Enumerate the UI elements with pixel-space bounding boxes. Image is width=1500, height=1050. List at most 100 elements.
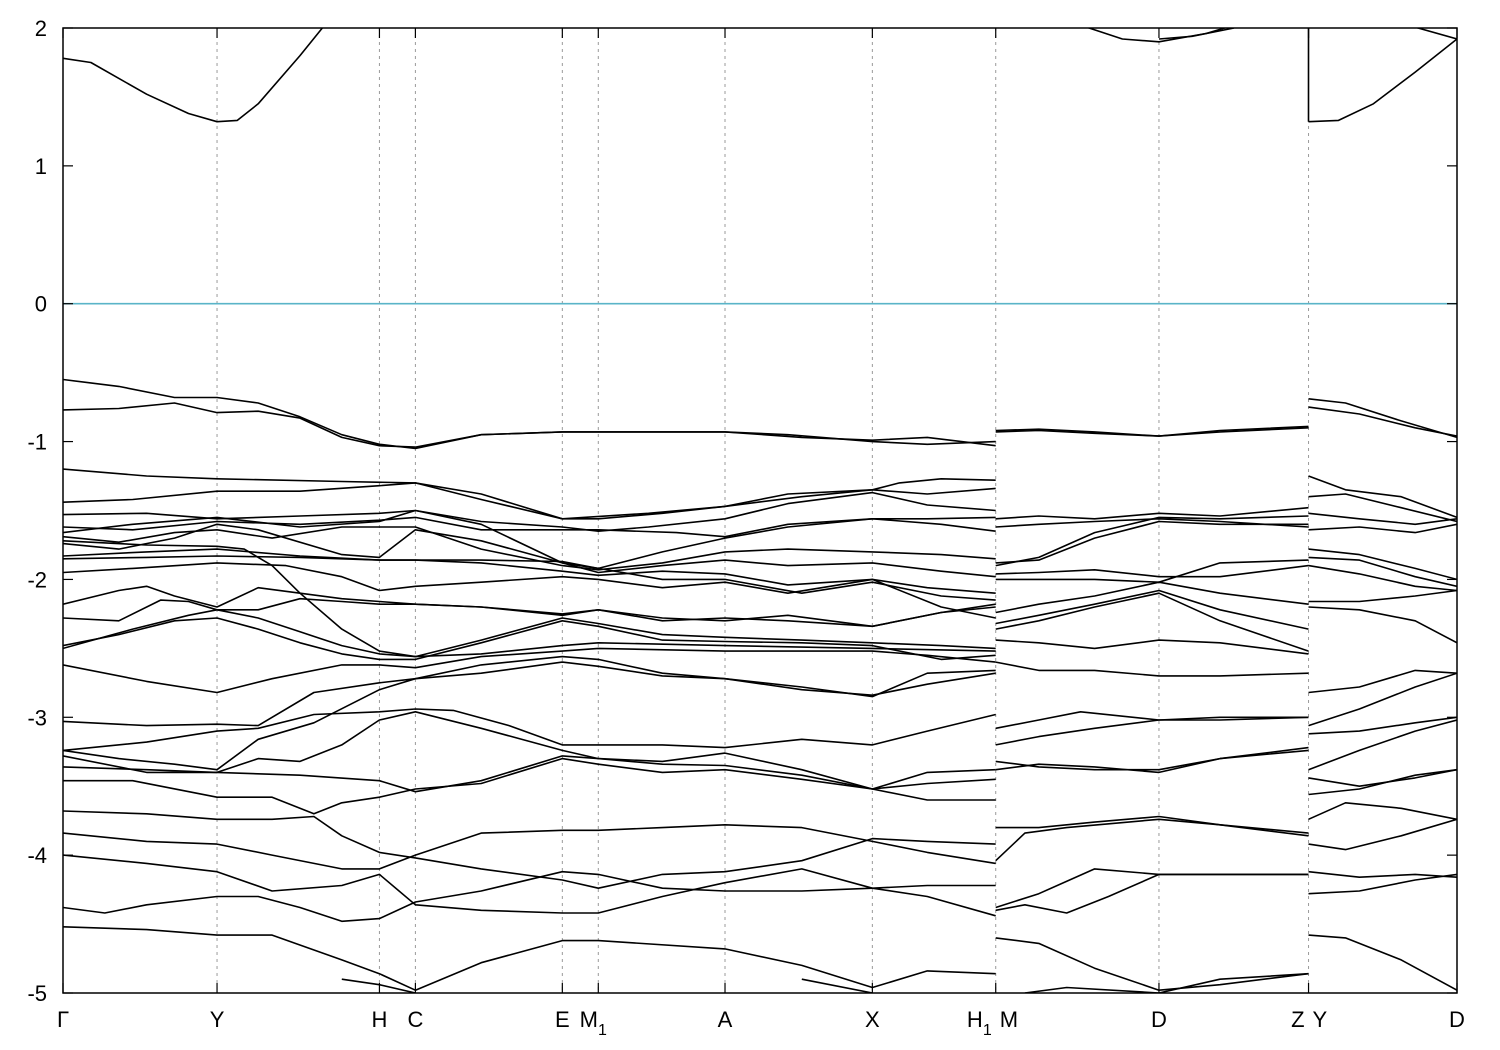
band-line	[995, 661, 1309, 677]
band-line	[1308, 475, 1457, 519]
band-line	[63, 711, 996, 790]
band-line	[995, 716, 1309, 746]
band-line	[63, 378, 996, 450]
band-line	[63, 402, 996, 448]
band-line	[995, 711, 1309, 730]
band-line	[1308, 719, 1457, 771]
band-line	[1308, 406, 1457, 437]
band-line	[63, 854, 996, 917]
x-kpoint-label: A	[718, 1007, 733, 1032]
band-line	[63, 708, 996, 752]
band-line	[63, 482, 996, 520]
band-line	[1308, 38, 1457, 123]
band-line	[995, 581, 1309, 614]
band-line	[63, 617, 996, 661]
band-line	[63, 516, 996, 538]
y-tick-label: -1	[27, 430, 47, 455]
band-line	[63, 810, 996, 889]
band-line	[1308, 589, 1457, 603]
kpoint-gridlines	[216, 28, 1310, 993]
x-kpoint-label: M	[1000, 1007, 1018, 1032]
band-line	[995, 520, 1309, 564]
x-kpoint-label: X	[865, 1007, 880, 1032]
band-line	[1308, 523, 1457, 534]
band-line	[63, 926, 996, 991]
band-line	[1308, 934, 1457, 991]
band-line	[1308, 768, 1457, 796]
band-line	[995, 937, 1309, 991]
band-line	[63, 523, 996, 578]
band-line	[1308, 669, 1457, 694]
band-line	[1308, 818, 1457, 851]
band-line	[995, 639, 1309, 655]
band-line	[995, 427, 1309, 437]
band-line	[1308, 802, 1457, 821]
x-kpoint-label: H	[371, 1007, 387, 1032]
band-line	[995, 589, 1309, 630]
band-line	[63, 468, 996, 520]
band-line	[1308, 556, 1457, 588]
x-kpoint-subscript: 1	[598, 1022, 607, 1039]
x-kpoint-label: M1	[580, 1007, 607, 1039]
band-lines	[63, 28, 1457, 993]
band-line	[63, 824, 996, 870]
band-line	[1308, 564, 1457, 592]
band-line	[1308, 548, 1457, 581]
band-line	[1024, 972, 1309, 993]
x-kpoint-label: H1	[967, 1007, 992, 1039]
band-line	[995, 515, 1309, 567]
x-kpoint-label: Z	[1291, 1007, 1304, 1032]
band-line	[1415, 28, 1457, 40]
band-line	[995, 818, 1309, 862]
x-kpoint-label: D	[1151, 1007, 1167, 1032]
x-kpoint-label: Γ	[57, 1007, 69, 1032]
y-tick-label: -5	[27, 981, 47, 1006]
band-line	[995, 564, 1309, 578]
y-tick-label: 0	[35, 292, 47, 317]
band-line	[63, 757, 996, 815]
band-line	[63, 562, 996, 619]
x-kpoint-label: E	[555, 1007, 570, 1032]
band-line	[63, 28, 324, 123]
x-kpoint-subscript: 1	[983, 1022, 992, 1039]
x-kpoint-label: D	[1449, 1007, 1465, 1032]
band-line	[1308, 672, 1457, 727]
y-tick-label: -3	[27, 705, 47, 730]
y-tick-label: -4	[27, 843, 47, 868]
y-tick-label: -2	[27, 567, 47, 592]
y-axis-ticks: 2 1 0 -1 -2 -3 -4 -5	[27, 16, 1457, 1006]
band-line	[63, 555, 996, 601]
band-line	[1086, 28, 1228, 43]
band-line	[995, 518, 1309, 528]
x-kpoint-label: Y	[210, 1007, 225, 1032]
band-line	[63, 526, 996, 571]
band-line	[63, 548, 996, 594]
band-line	[63, 655, 996, 771]
band-line	[801, 978, 873, 993]
x-kpoint-label: C	[407, 1007, 423, 1032]
x-kpoint-label: Y	[1313, 1007, 1328, 1032]
band-line	[995, 873, 1309, 914]
band-line	[1308, 716, 1457, 735]
y-tick-label: 1	[35, 154, 47, 179]
band-line	[341, 978, 416, 993]
band-line	[63, 491, 996, 532]
plot-frame	[62, 27, 1458, 994]
band-line	[63, 540, 996, 658]
band-line	[995, 592, 1309, 652]
band-line	[995, 746, 1309, 774]
band-line	[63, 597, 996, 628]
band-line	[63, 870, 996, 923]
band-line	[63, 647, 996, 694]
band-line	[995, 559, 1309, 583]
band-line	[1308, 398, 1457, 439]
band-line	[995, 506, 1309, 520]
band-line	[63, 609, 996, 658]
band-line	[1308, 493, 1457, 523]
band-line	[63, 752, 996, 801]
band-line	[1308, 870, 1457, 878]
band-line	[1308, 512, 1457, 526]
band-line	[1308, 606, 1457, 644]
band-line	[1158, 28, 1235, 40]
